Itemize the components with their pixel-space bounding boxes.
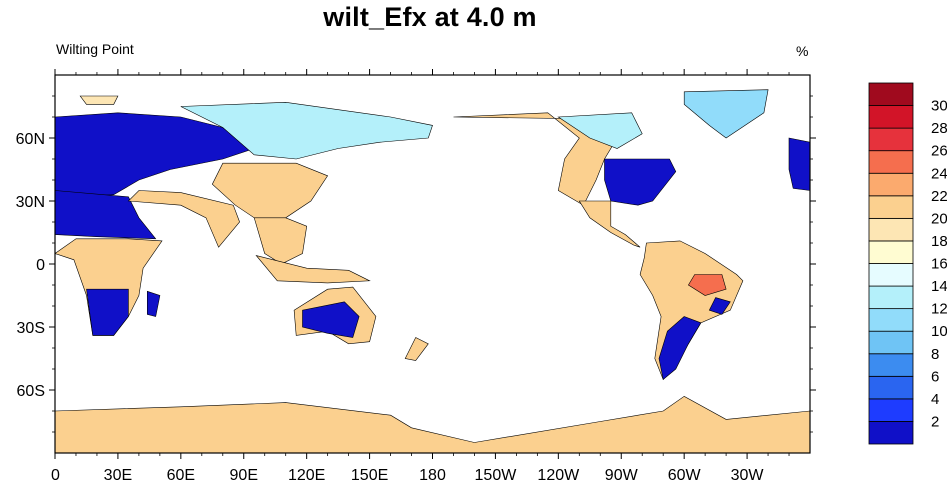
region-south-america-low bbox=[658, 316, 702, 381]
x-tick-label: 120W bbox=[537, 467, 580, 484]
region-southeast-asia bbox=[253, 217, 308, 265]
region-western-europe bbox=[788, 137, 810, 191]
map-subtitle: Wilting Point bbox=[56, 41, 134, 57]
x-tick-label: 0 bbox=[51, 467, 60, 484]
region-brazil-wet bbox=[687, 274, 727, 296]
units-label: % bbox=[796, 43, 809, 59]
colorbar-box bbox=[868, 195, 914, 219]
region-indonesia bbox=[255, 255, 371, 284]
colorbar-box bbox=[868, 353, 914, 377]
colorbar-box bbox=[868, 82, 914, 106]
x-tick-label: 90W bbox=[605, 467, 639, 484]
data-field-layer bbox=[55, 89, 810, 453]
y-tick-label: 0 bbox=[36, 257, 45, 274]
x-axis: 0 30E 60E 90E 120E 150E 180 150W 120W 90W 60W 30W bbox=[51, 69, 790, 484]
colorbar-label: 28 bbox=[931, 120, 947, 137]
x-tick-label: 30E bbox=[104, 467, 132, 484]
colorbar-label: 10 bbox=[931, 323, 947, 340]
x-tick-label: 60E bbox=[167, 467, 195, 484]
colorbar-label: 26 bbox=[931, 143, 947, 160]
y-tick-label: 60S bbox=[17, 383, 45, 400]
y-tick-label: 30N bbox=[16, 194, 45, 211]
region-greenland bbox=[683, 89, 769, 139]
colorbar-box bbox=[868, 421, 914, 445]
plot-title: wilt_Efx at 4.0 m bbox=[323, 2, 537, 32]
colorbar-box bbox=[868, 308, 914, 332]
colorbar-box bbox=[868, 127, 914, 152]
x-tick-label: 90E bbox=[230, 467, 258, 484]
x-tick-label: 120E bbox=[288, 467, 325, 484]
colorbar-label: 20 bbox=[931, 210, 947, 227]
colorbar-box bbox=[868, 398, 914, 422]
colorbar-box bbox=[868, 240, 914, 264]
colorbar-label: 4 bbox=[931, 391, 939, 408]
x-tick-label: 180 bbox=[419, 467, 446, 484]
region-australia-low bbox=[302, 301, 360, 338]
colorbar-box bbox=[868, 375, 914, 400]
colorbar-label: 22 bbox=[931, 188, 947, 205]
colorbar-label: 8 bbox=[931, 346, 939, 363]
region-siberia bbox=[180, 101, 433, 160]
region-africa-south-low bbox=[86, 288, 129, 336]
colorbar-label: 16 bbox=[931, 256, 947, 273]
colorbar-box bbox=[868, 263, 914, 287]
region-russia-arctic bbox=[79, 95, 119, 105]
region-south-america-east bbox=[708, 297, 731, 315]
colorbar-label: 2 bbox=[931, 413, 939, 430]
region-new-zealand bbox=[404, 337, 429, 361]
y-axis: 60N 30N 0 30S 60S bbox=[16, 95, 816, 433]
colorbar-box bbox=[868, 150, 914, 174]
region-eastern-usa bbox=[604, 158, 677, 206]
colorbar-label: 18 bbox=[931, 233, 947, 250]
x-tick-label: 150E bbox=[351, 467, 388, 484]
region-india-arabia bbox=[127, 190, 240, 248]
colorbar-box bbox=[868, 105, 914, 129]
region-canada-arctic bbox=[557, 112, 643, 149]
region-antarctica bbox=[55, 395, 810, 453]
colorbar-box bbox=[868, 217, 914, 242]
y-tick-label: 60N bbox=[16, 131, 45, 148]
colorbar-label: 30 bbox=[931, 98, 947, 115]
colorbar-label: 14 bbox=[931, 278, 947, 295]
x-tick-label: 150W bbox=[475, 467, 518, 484]
x-tick-label: 30W bbox=[731, 467, 765, 484]
colorbar-box bbox=[868, 330, 914, 355]
colorbar-label: 12 bbox=[931, 301, 947, 318]
region-madagascar bbox=[147, 290, 161, 317]
y-tick-label: 30S bbox=[17, 320, 45, 337]
colorbar-label: 6 bbox=[931, 368, 939, 385]
region-mexico-central-america bbox=[578, 200, 641, 248]
region-sahara bbox=[55, 190, 157, 240]
x-tick-label: 60W bbox=[668, 467, 702, 484]
colorbar-box bbox=[868, 172, 914, 197]
colorbar-label: 24 bbox=[931, 165, 947, 182]
colorbar-box bbox=[868, 285, 914, 310]
